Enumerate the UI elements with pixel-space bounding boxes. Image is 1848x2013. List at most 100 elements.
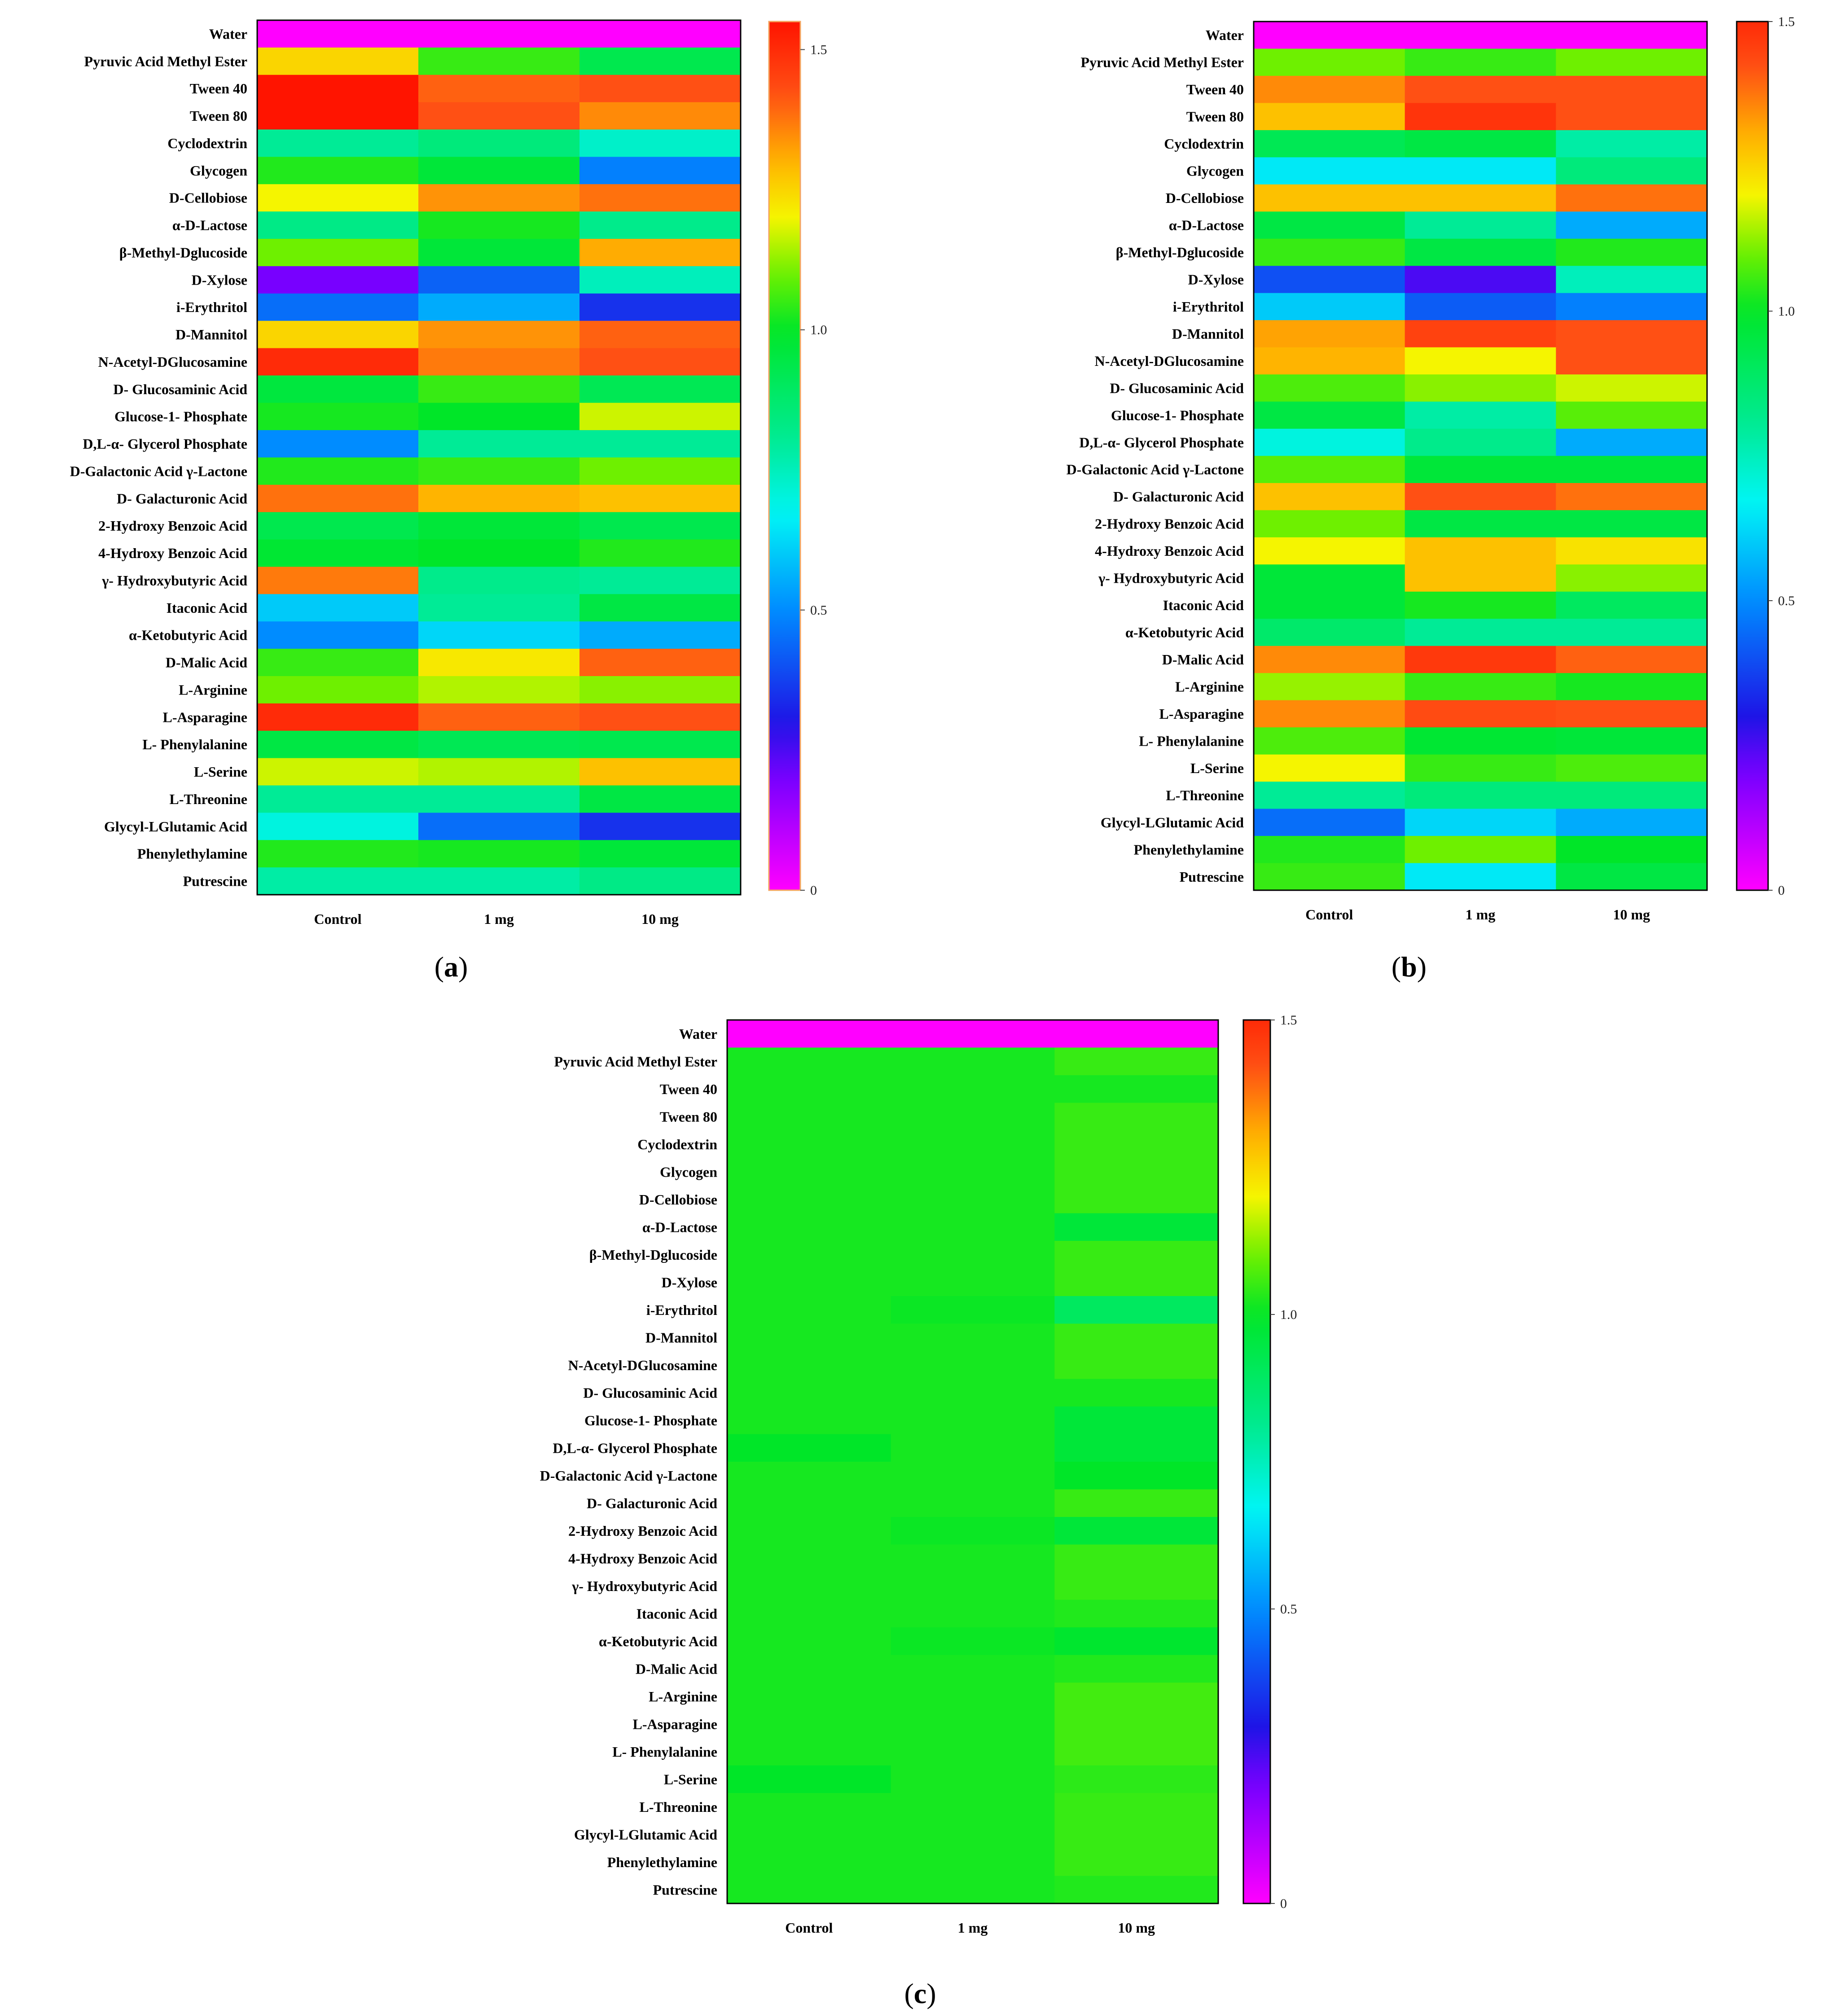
heatmap-a-cell — [257, 621, 419, 649]
heatmap-c-cell — [891, 1406, 1055, 1435]
heatmap-b-cell — [1405, 646, 1556, 673]
heatmap-c-cell — [1054, 1627, 1219, 1656]
heatmap-b-row-label: Tween 80 — [1186, 109, 1244, 125]
heatmap-c-cell — [727, 1738, 891, 1766]
heatmap-b-cell — [1556, 537, 1708, 565]
heatmap-c-row-label: L-Arginine — [649, 1688, 717, 1705]
heatmap-a-cell — [579, 102, 741, 130]
heatmap-b-row-label: Glycogen — [1186, 163, 1244, 179]
heatmap-a-cell — [257, 184, 419, 212]
heatmap-a-row-label: L- Phenylalanine — [142, 736, 247, 752]
heatmap-c-cell — [891, 1130, 1055, 1159]
heatmap-b-cell — [1556, 809, 1708, 836]
heatmap-a-cell — [579, 157, 741, 185]
heatmap-b-cells — [1254, 22, 1708, 891]
heatmap-c-cell — [727, 1406, 891, 1435]
heatmap-c-cell — [1054, 1323, 1219, 1352]
heatmap-c-row-label: Cyclodextrin — [637, 1136, 717, 1152]
heatmap-c-cell — [727, 1544, 891, 1573]
heatmap-a-svg: Water Pyruvic Acid Methyl Ester Tween 40 Tw… — [70, 19, 827, 983]
heatmap-c-cell — [727, 1213, 891, 1241]
heatmap-c-cell — [727, 1848, 891, 1877]
heatmap-a-row-label: D-Mannitol — [176, 326, 247, 343]
heatmap-c-row-label: D-Mannitol — [645, 1329, 717, 1345]
heatmap-b-colorbar-tick-label: 1.5 — [1778, 14, 1795, 29]
heatmap-b-cell — [1556, 48, 1708, 76]
heatmap-a-cell — [579, 867, 741, 895]
heatmap-b-cell — [1254, 727, 1405, 755]
heatmap-b-cell — [1556, 347, 1708, 375]
heatmap-b-row-label: D-Malic Acid — [1162, 651, 1244, 668]
heatmap-c-cell — [727, 1434, 891, 1462]
heatmap-b-cell — [1405, 103, 1556, 131]
heatmap-c-cell — [1054, 1351, 1219, 1380]
heatmap-a-cell — [579, 239, 741, 267]
heatmap-c-cell — [727, 1075, 891, 1103]
heatmap-c-cell — [1054, 1683, 1219, 1711]
heatmap-a-cell — [579, 348, 741, 376]
heatmap-a-cell — [418, 184, 580, 212]
heatmap-b-row-label: D- Galacturonic Acid — [1113, 488, 1244, 505]
heatmap-c-cell — [1054, 1130, 1219, 1159]
heatmap-b-row-label: Cyclodextrin — [1164, 136, 1244, 152]
heatmap-b-cell — [1254, 564, 1405, 592]
heatmap-b-cell — [1254, 22, 1405, 49]
heatmap-c-row-label: L- Phenylalanine — [612, 1744, 717, 1760]
heatmap-a-row-label: 4-Hydroxy Benzoic Acid — [98, 545, 247, 561]
heatmap-a-colorbar-tick-label: 0.5 — [810, 603, 827, 618]
heatmap-c-cell — [891, 1848, 1055, 1877]
heatmap-a-cell — [257, 157, 419, 185]
heatmap-b-cell — [1254, 510, 1405, 538]
heatmap-b-row-label: α-Ketobutyric Acid — [1125, 624, 1244, 641]
heatmap-b-cell — [1556, 184, 1708, 212]
heatmap-a-row-label: D- Glucosaminic Acid — [113, 381, 247, 397]
heatmap-c-cell — [891, 1876, 1055, 1904]
heatmap-b-cell — [1556, 836, 1708, 864]
heatmap-b-cell — [1254, 619, 1405, 646]
heatmap-a-cell — [257, 293, 419, 321]
heatmap-b-row-label: Tween 40 — [1186, 81, 1244, 97]
heatmap-c-row-label: D-Malic Acid — [636, 1661, 717, 1677]
heatmap-b-cell — [1254, 483, 1405, 511]
heatmap-c-cell — [891, 1489, 1055, 1517]
heatmap-a-cell — [418, 211, 580, 239]
heatmap-a-cell — [418, 539, 580, 567]
heatmap-c-cell — [891, 1379, 1055, 1407]
heatmap-a-cell — [257, 567, 419, 594]
heatmap-c-cell — [1054, 1848, 1219, 1877]
heatmap-c-cell — [727, 1020, 891, 1048]
heatmap-c-cell — [727, 1462, 891, 1490]
heatmap-b-row-label: L- Phenylalanine — [1139, 733, 1244, 749]
heatmap-c-cell — [1054, 1876, 1219, 1904]
heatmap-a-cell — [579, 676, 741, 704]
heatmap-b-row-label: γ- Hydroxybutyric Acid — [1098, 570, 1244, 586]
heatmap-b-cell — [1405, 347, 1556, 375]
heatmap-a-cell — [579, 211, 741, 239]
heatmap-c-cell — [891, 1268, 1055, 1297]
heatmap-c-cell — [1054, 1213, 1219, 1241]
heatmap-a-cell — [579, 484, 741, 513]
heatmap-a-cell — [418, 20, 580, 48]
heatmap-a-cell — [579, 129, 741, 157]
heatmap-b-cell — [1556, 646, 1708, 673]
heatmap-a-column-label: 10 mg — [641, 911, 679, 927]
heatmap-a-cell — [579, 649, 741, 677]
heatmap-a-row-label: α-D-Lactose — [172, 217, 247, 233]
heatmap-a-row-label: Glycyl-LGlutamic Acid — [104, 818, 247, 835]
heatmap-a-cell — [579, 20, 741, 48]
heatmap-a-cell — [418, 758, 580, 786]
heatmap-a-cell — [579, 403, 741, 431]
heatmap-a-cell — [418, 594, 580, 622]
heatmap-a-cell — [418, 567, 580, 594]
heatmap-c-row-label: α-Ketobutyric Acid — [599, 1633, 717, 1649]
heatmap-c-row-label: Glycogen — [660, 1164, 717, 1180]
heatmap-a-column-label: Control — [314, 911, 361, 927]
heatmap-b-cell — [1556, 238, 1708, 266]
heatmap-c-cell — [727, 1489, 891, 1517]
heatmap-a-row-label: Putrescine — [183, 873, 247, 889]
heatmap-panel-c: Water Pyruvic Acid Methyl Ester Tween 40 Tw… — [453, 1006, 1396, 2013]
heatmap-c-row-label: 4-Hydroxy Benzoic Acid — [568, 1550, 717, 1566]
heatmap-b-cell — [1556, 374, 1708, 402]
heatmap-a-cell — [579, 785, 741, 813]
heatmap-c-row-label: β-Methyl-Dglucoside — [589, 1247, 717, 1263]
